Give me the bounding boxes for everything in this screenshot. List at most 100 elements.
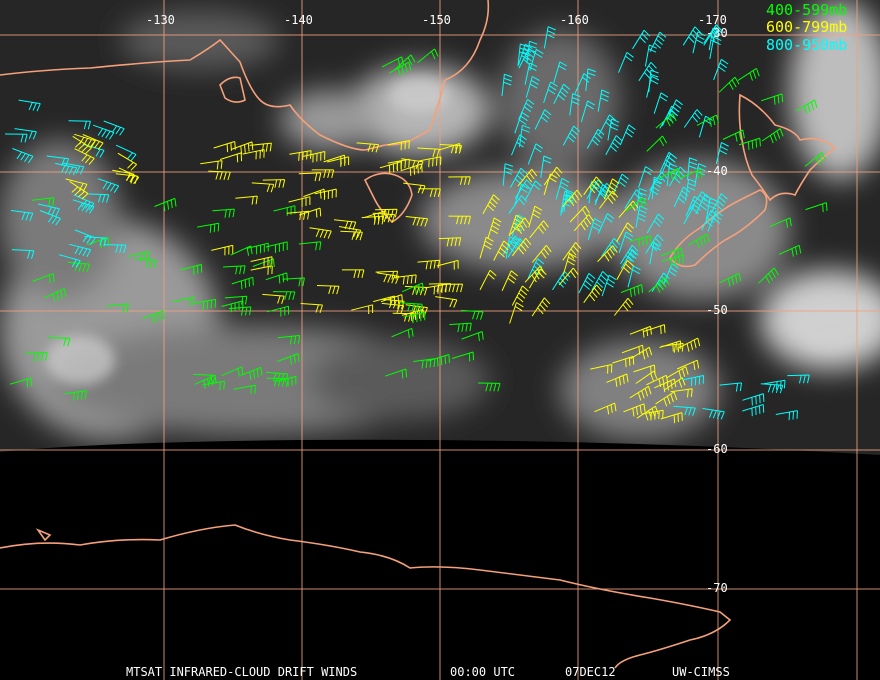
wind-barb <box>32 197 55 207</box>
wind-barb <box>527 143 543 165</box>
wind-barb <box>518 43 533 66</box>
wind-barb <box>646 135 668 152</box>
wind-barb <box>680 168 703 179</box>
wind-barb <box>553 83 571 105</box>
wind-barb <box>69 180 89 200</box>
wind-barb <box>574 73 591 94</box>
wind-barb <box>673 405 696 416</box>
wind-barb <box>638 61 657 82</box>
wind-barb <box>461 331 484 342</box>
wind-barb <box>242 149 265 160</box>
wind-barb <box>9 377 32 388</box>
wind-barb <box>316 285 340 295</box>
wind-barb <box>778 244 802 257</box>
wind-barb <box>647 178 663 201</box>
legend-entry: 400-599mb <box>766 1 847 19</box>
wind-barb <box>687 157 698 180</box>
wind-barb <box>636 188 648 211</box>
wind-barb <box>660 247 684 259</box>
wind-barb <box>562 125 581 146</box>
wind-barb <box>197 222 220 233</box>
wind-barb <box>543 26 556 49</box>
wind-barb <box>629 385 652 401</box>
wind-barb <box>655 391 678 407</box>
wind-barb <box>501 270 519 292</box>
wind-barb <box>511 214 526 237</box>
wind-barb <box>583 284 603 303</box>
wind-barb <box>638 166 653 188</box>
wind-barb <box>180 263 203 275</box>
wind-barb <box>424 283 447 295</box>
wind-barb <box>58 254 81 269</box>
wind-barb <box>401 309 424 321</box>
wind-barb <box>25 351 48 362</box>
wind-barb <box>569 93 581 116</box>
wind-barb <box>394 274 417 285</box>
wind-barb <box>760 383 784 394</box>
wind-barb <box>74 148 95 165</box>
wind-barb <box>341 269 365 279</box>
wind-barb <box>417 147 440 158</box>
wind-barb <box>405 216 429 227</box>
wind-barb <box>493 240 511 261</box>
wind-barb <box>787 374 810 384</box>
wind-barb <box>761 128 784 144</box>
footer-source: UW-CIMSS <box>672 665 730 679</box>
wind-barb <box>461 309 484 320</box>
wind-barb <box>648 69 659 93</box>
wind-barb <box>340 230 363 241</box>
wind-barb <box>479 236 494 259</box>
wind-barb <box>598 114 616 135</box>
wind-barb <box>440 283 464 293</box>
wind-barb <box>578 273 596 294</box>
wind-barb <box>403 311 426 324</box>
wind-barb <box>501 73 513 97</box>
wind-barb <box>298 241 322 251</box>
wind-barb <box>14 128 37 140</box>
wind-barb <box>517 43 529 66</box>
wind-barb <box>623 403 646 417</box>
wind-barb <box>252 258 275 269</box>
wind-barb <box>594 402 617 415</box>
wind-barb <box>719 382 742 392</box>
wind-barb <box>659 340 682 352</box>
longitude-label: -150 <box>422 13 451 27</box>
wind-barb <box>560 190 573 213</box>
wind-barb <box>127 250 150 262</box>
longitude-label: -140 <box>284 13 313 27</box>
wind-barb <box>219 152 243 163</box>
wind-barb <box>5 133 28 143</box>
wind-barb <box>249 142 272 153</box>
coastline <box>0 524 732 669</box>
wind-barb <box>375 270 399 280</box>
wind-barb <box>115 144 137 162</box>
wind-barb <box>333 219 357 230</box>
wind-barb <box>228 306 252 316</box>
wind-barb <box>603 178 620 200</box>
wind-barb <box>231 276 254 290</box>
wind-barb <box>266 371 289 383</box>
wind-barb <box>534 109 552 130</box>
wind-barb <box>668 166 687 187</box>
footer-time: 00:00 UTC <box>450 665 515 679</box>
wind-barb <box>404 285 428 296</box>
wind-barb <box>742 393 765 406</box>
wind-barb <box>597 89 610 112</box>
latitude-label: -50 <box>706 303 728 317</box>
wind-barb <box>323 154 346 165</box>
legend-entry: 600-799mb <box>766 18 847 36</box>
wind-barb <box>68 120 91 130</box>
wind-barb <box>651 272 670 292</box>
longitude-label: -160 <box>560 13 589 27</box>
wind-barb <box>558 267 579 286</box>
wind-barb <box>172 296 195 307</box>
wind-barb <box>39 210 61 226</box>
wind-barb <box>629 325 652 338</box>
wind-barb <box>518 48 536 69</box>
wind-barb <box>648 277 670 293</box>
wind-barb <box>200 160 223 170</box>
wind-barb <box>221 300 244 313</box>
wind-barb <box>154 197 177 212</box>
wind-barb <box>655 113 677 129</box>
coastline <box>0 0 490 151</box>
